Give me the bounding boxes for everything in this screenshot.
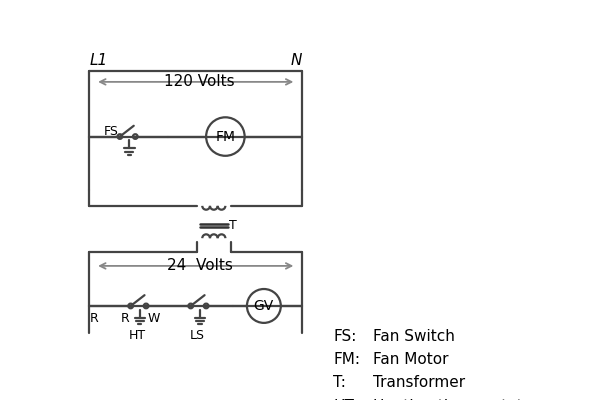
Text: T:: T: [333,376,346,390]
Text: R: R [121,312,130,325]
Text: FS:: FS: [333,329,356,344]
Text: Transformer: Transformer [373,376,466,390]
Text: L1: L1 [90,53,108,68]
Text: Fan Motor: Fan Motor [373,352,449,367]
Text: FM: FM [215,130,235,144]
Text: 120 Volts: 120 Volts [164,74,235,89]
Text: LS: LS [189,329,204,342]
Text: T: T [230,218,237,232]
Text: FM:: FM: [333,352,360,367]
Text: N: N [290,53,301,68]
Text: GV: GV [254,299,274,313]
Text: Heating thermostat: Heating thermostat [373,398,523,400]
Text: FS: FS [104,126,119,138]
Text: 24  Volts: 24 Volts [166,258,232,273]
Text: R: R [90,312,99,325]
Text: HT:: HT: [333,398,358,400]
Text: W: W [148,312,160,325]
Text: HT: HT [128,329,145,342]
Text: Fan Switch: Fan Switch [373,329,455,344]
